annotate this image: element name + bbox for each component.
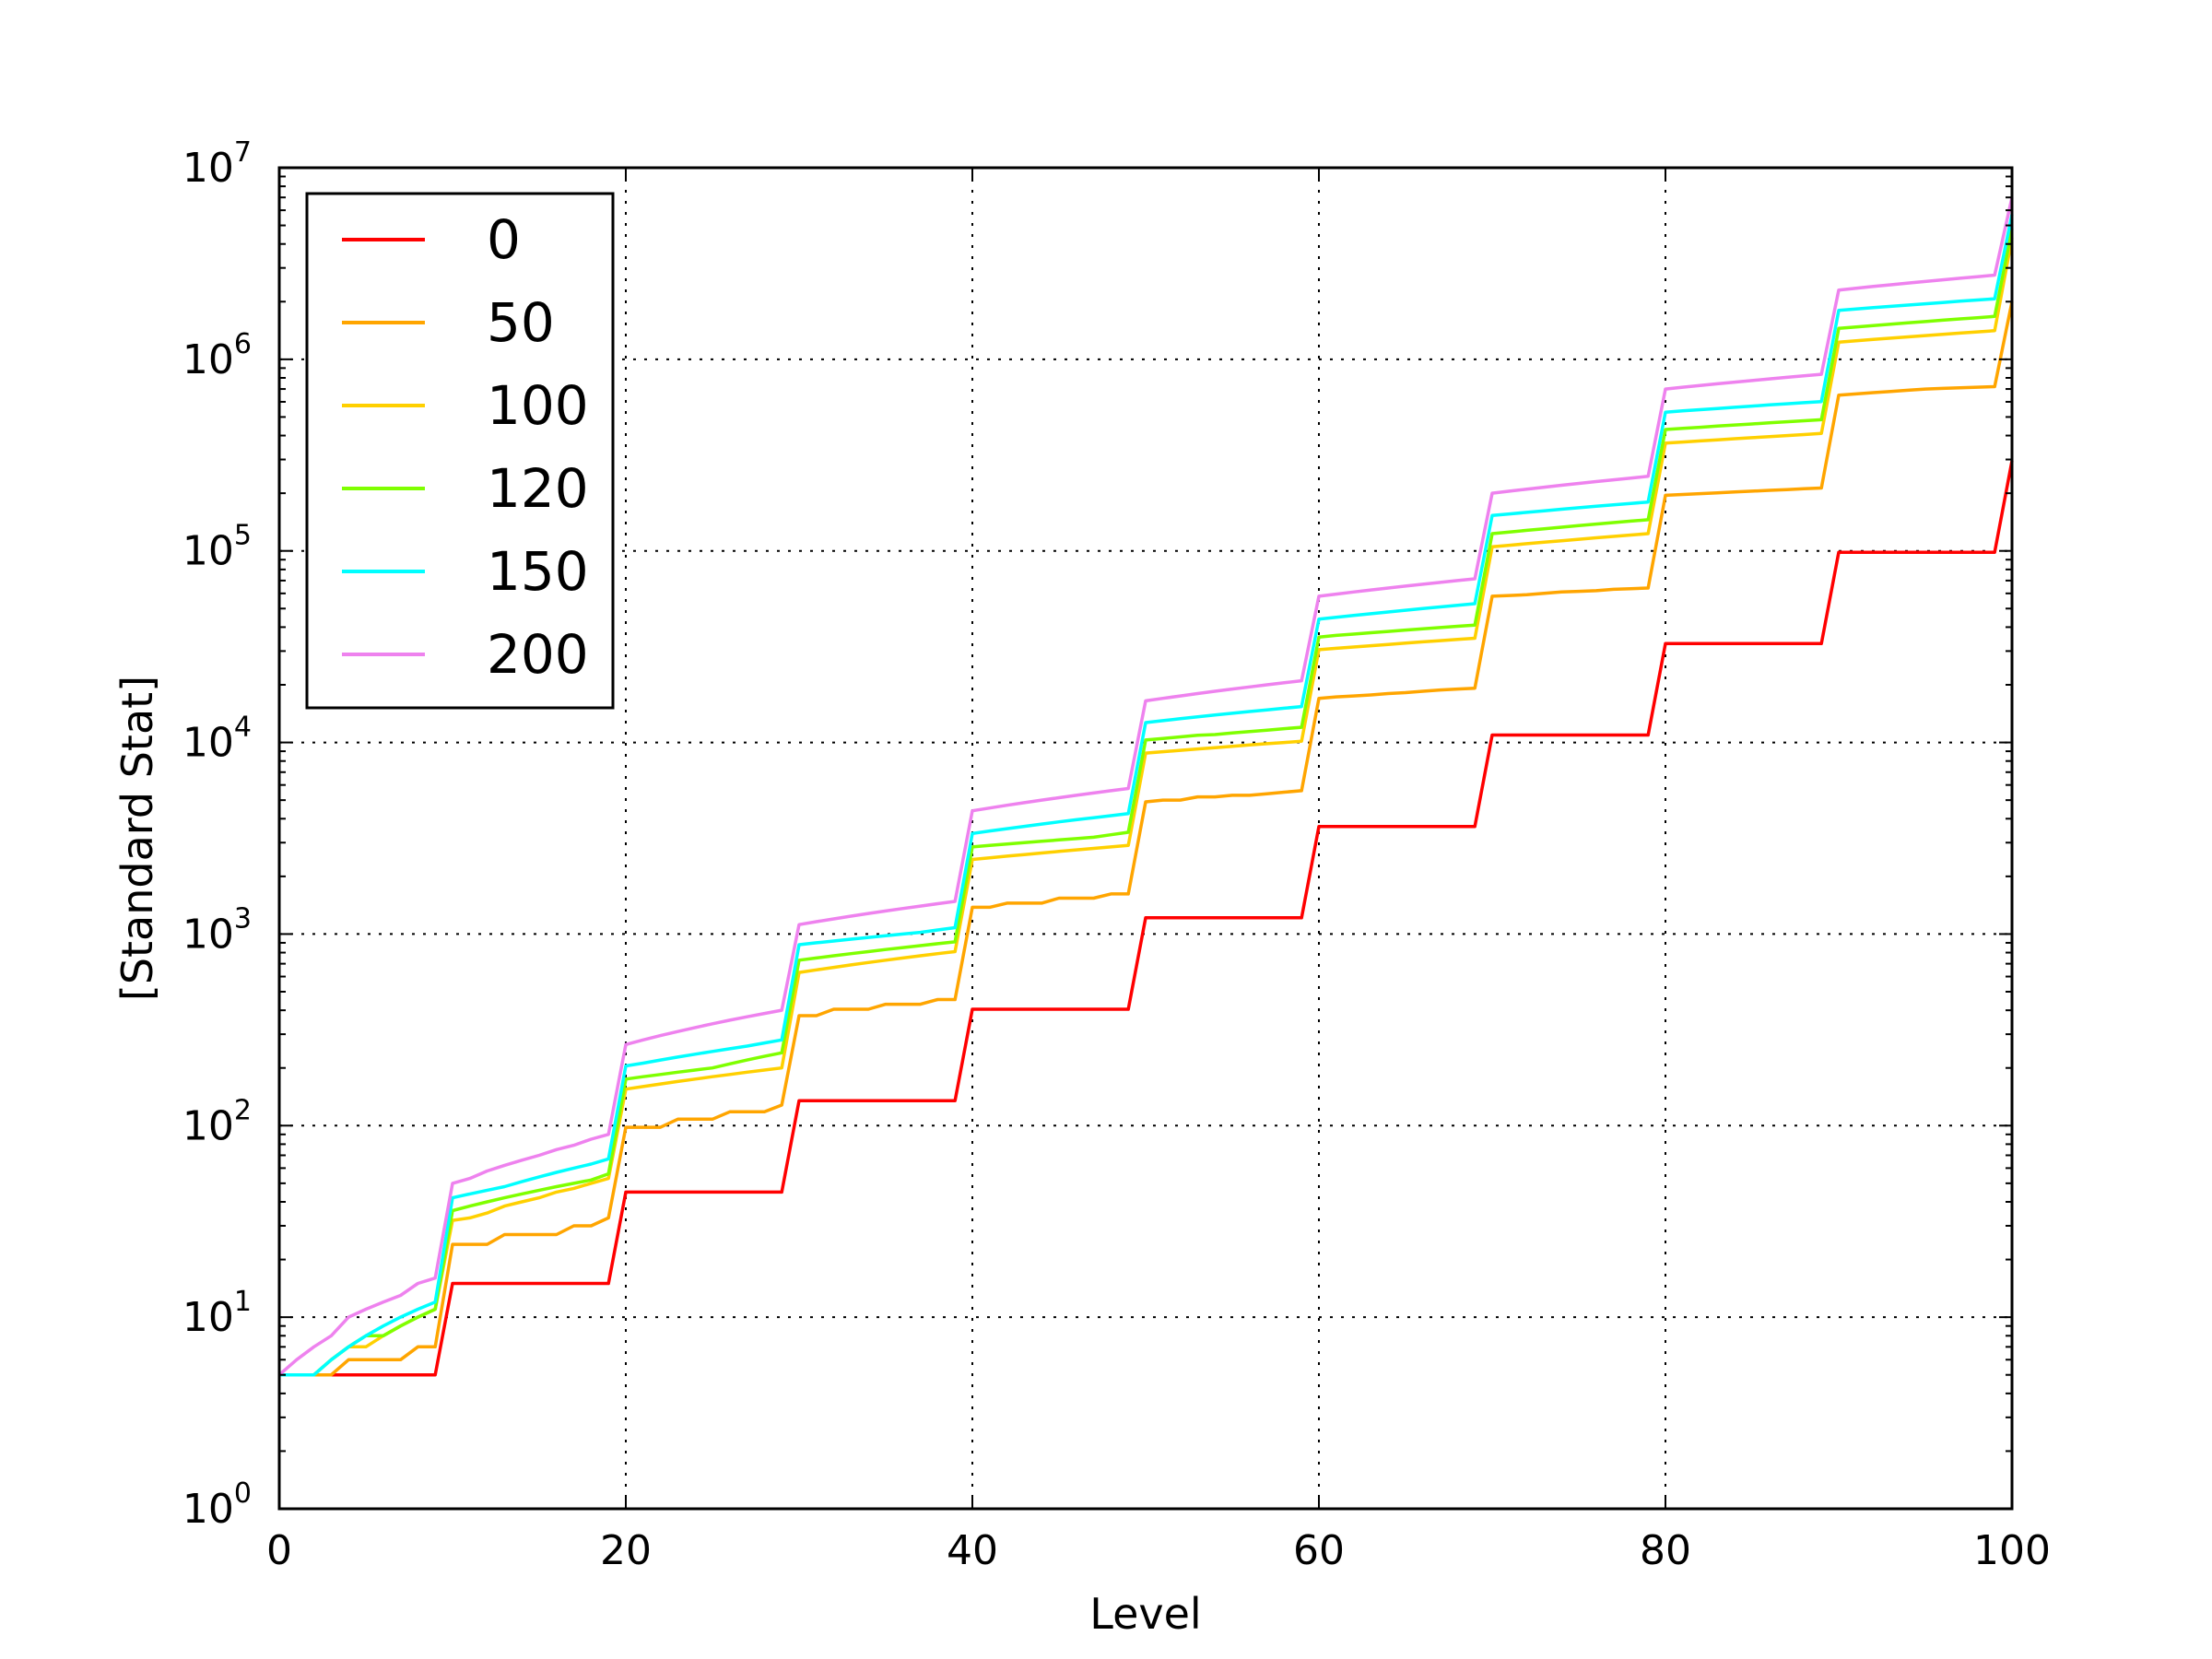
series-line-0 (279, 460, 2014, 1377)
y-tick-base: 10 (182, 528, 234, 575)
legend-label-0: 0 (487, 208, 521, 271)
plot-frame (277, 166, 2014, 1511)
series-line-50 (279, 300, 2014, 1377)
legend: 0 50 100 120 150 200 (305, 192, 615, 710)
x-tick-labels: 0 20 40 60 80 100 (266, 1527, 2051, 1574)
y-tick-base: 10 (182, 1294, 234, 1341)
y-tick-label: 105 (182, 520, 252, 575)
legend-label-150: 150 (487, 540, 589, 603)
y-tick-exponent: 6 (234, 328, 252, 360)
legend-box (305, 192, 615, 710)
series-line-120 (279, 228, 2014, 1377)
legend-label-50: 50 (487, 291, 555, 354)
y-tick-label: 101 (182, 1286, 252, 1341)
series-line-150 (279, 214, 2014, 1377)
series-line-200 (277, 196, 2014, 1377)
y-tick-label: 104 (182, 712, 252, 767)
y-tick-exponent: 5 (234, 520, 252, 552)
y-tick-label: 100 (182, 1477, 252, 1533)
y-tick-base: 10 (182, 145, 234, 192)
series-line-100 (279, 237, 2014, 1377)
y-tick-base: 10 (182, 1486, 234, 1533)
legend-label-100: 100 (487, 374, 589, 437)
y-tick-exponent: 2 (234, 1094, 252, 1126)
y-tick-exponent: 3 (234, 902, 252, 935)
x-tick-label: 40 (947, 1527, 998, 1574)
y-tick-base: 10 (182, 336, 234, 383)
y-axis-label: [Standard Stat] (112, 676, 162, 1001)
x-tick-label: 60 (1293, 1527, 1345, 1574)
axis-ticks (278, 167, 2013, 1510)
y-tick-exponent: 1 (234, 1286, 252, 1318)
y-tick-base: 10 (182, 1102, 234, 1149)
x-tick-label: 100 (1973, 1527, 2051, 1574)
y-tick-label: 103 (182, 902, 252, 958)
y-tick-exponent: 4 (234, 712, 252, 744)
y-tick-label: 107 (182, 136, 252, 192)
y-tick-base: 10 (182, 911, 234, 958)
y-tick-base: 10 (182, 720, 234, 767)
y-tick-label: 106 (182, 328, 252, 383)
y-tick-label: 102 (182, 1094, 252, 1149)
y-tick-exponent: 0 (234, 1477, 252, 1510)
x-axis-label: Level (1089, 1589, 1201, 1639)
legend-label-120: 120 (487, 457, 589, 520)
y-tick-exponent: 7 (234, 136, 252, 169)
x-tick-label: 80 (1640, 1527, 1691, 1574)
x-tick-label: 0 (266, 1527, 292, 1574)
legend-label-200: 200 (487, 623, 589, 686)
x-tick-label: 20 (600, 1527, 652, 1574)
series-lines (277, 196, 2014, 1377)
